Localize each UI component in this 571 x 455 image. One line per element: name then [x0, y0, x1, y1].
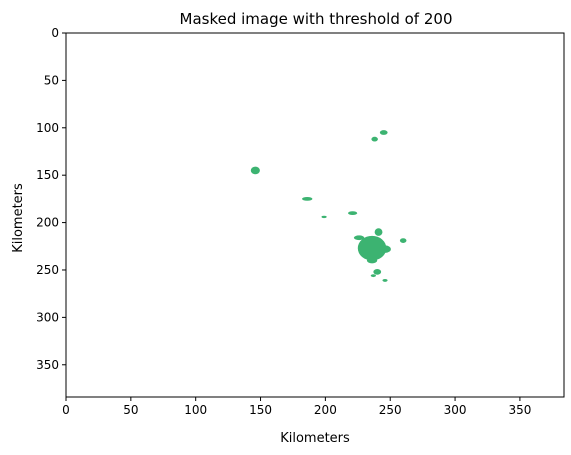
- y-tick-label: 50: [44, 73, 59, 87]
- mask-region-1: [250, 166, 260, 175]
- mask-region-8: [357, 235, 387, 261]
- x-tick-label: 350: [508, 403, 531, 417]
- x-tick-label: 150: [249, 403, 272, 417]
- mask-region-13: [373, 269, 382, 275]
- mask-regions: [250, 130, 407, 282]
- mask-region-6: [348, 211, 358, 216]
- x-axis-ticks: 0 50 100 150 200 250 300 350: [62, 397, 531, 417]
- mask-region-7: [374, 228, 383, 236]
- mask-region-14: [370, 274, 376, 278]
- plot-frame: [65, 32, 565, 398]
- mask-region-4: [302, 196, 313, 201]
- x-tick-label: 100: [184, 403, 207, 417]
- plot-area: [65, 32, 565, 398]
- mask-region-5: [321, 215, 327, 219]
- mask-region-10: [379, 245, 391, 253]
- y-tick-label: 300: [36, 310, 59, 324]
- x-tick-label: 200: [314, 403, 337, 417]
- y-tick-label: 100: [36, 121, 59, 135]
- mask-region-9: [353, 235, 365, 241]
- x-tick-label: 300: [444, 403, 467, 417]
- mask-region-2: [371, 136, 378, 142]
- y-tick-label: 250: [36, 263, 59, 277]
- mask-region-12: [399, 238, 407, 243]
- mask-region-15: [382, 278, 388, 282]
- x-tick-label: 250: [379, 403, 402, 417]
- x-tick-label: 0: [62, 403, 70, 417]
- chart-title: Masked image with threshold of 200: [180, 10, 453, 28]
- x-tick-label: 50: [123, 403, 138, 417]
- y-tick-label: 200: [36, 216, 59, 230]
- mask-region-11: [366, 257, 378, 264]
- x-axis-label: Kilometers: [280, 431, 350, 446]
- y-tick-label: 0: [51, 26, 59, 40]
- y-axis-label: Kilometers: [11, 183, 26, 253]
- y-axis-ticks: 0 50 100 150 200 250 300 350: [36, 26, 66, 372]
- mask-region-3: [379, 130, 388, 135]
- y-tick-label: 150: [36, 168, 59, 182]
- y-tick-label: 350: [36, 358, 59, 372]
